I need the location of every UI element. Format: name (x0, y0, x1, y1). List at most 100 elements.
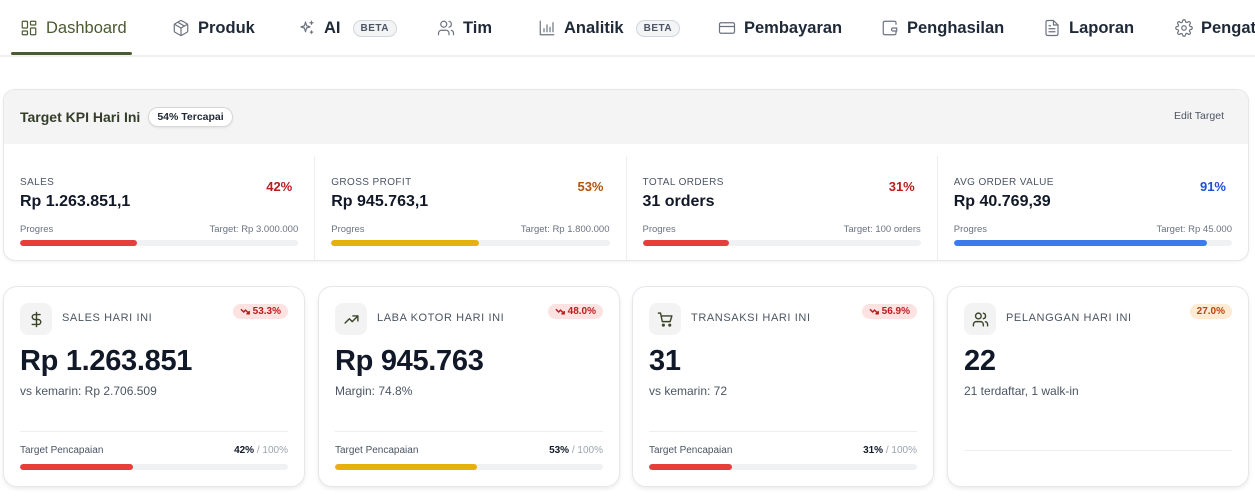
target-value: 31% / 100% (863, 445, 917, 456)
target-value: 42% / 100% (234, 445, 288, 456)
nav-tab-produk[interactable]: Produk (172, 0, 255, 56)
kpi-value: Rp 1.263.851,1 (20, 193, 131, 210)
delta-badge: 27.0% (1189, 304, 1232, 319)
file-text-icon (1045, 19, 1059, 37)
progress-bar (20, 240, 299, 246)
target-value: 53% / 100% (549, 445, 603, 456)
nav-label: Penghasilan (907, 18, 1005, 37)
kpi-header: Target KPI Hari Ini 54% Tercapai Edit Ta… (4, 90, 1248, 144)
progress-fill (642, 240, 729, 246)
progress-bar (649, 464, 917, 470)
delta-value: 56.9% (881, 306, 910, 317)
kpi-metric-avg-order-value: AVG ORDER VALUE 91% Rp 40.769,39 Progres… (938, 156, 1248, 260)
card-label: SALES HARI INI (62, 312, 153, 324)
target-label: Target Pencapaian (20, 445, 104, 456)
active-tab-indicator (11, 52, 132, 55)
progress-label: Progres (20, 224, 54, 235)
nav-tab-pengaturan[interactable]: Pengaturan (1175, 0, 1255, 56)
kpi-value: Rp 945.763,1 (331, 193, 429, 210)
card-value: Rp 1.263.851 (20, 345, 193, 377)
edit-target-button[interactable]: Edit Target (1173, 110, 1224, 122)
nav-tab-tim[interactable]: Tim (437, 0, 492, 56)
kpi-title: Target KPI Hari Ini (20, 109, 141, 125)
dollar-icon (31, 311, 41, 327)
card-subtext: vs kemarin: Rp 2.706.509 (20, 384, 157, 398)
target-label: Target Pencapaian (649, 445, 733, 456)
nav-label: Tim (463, 18, 493, 37)
nav-tab-dashboard[interactable]: Dashboard (20, 0, 127, 56)
progress-fill (649, 464, 733, 470)
trending-down-icon (240, 308, 250, 315)
nav-tab-ai[interactable]: AI BETA (298, 0, 397, 56)
nav-tab-penghasilan[interactable]: Penghasilan (881, 0, 1004, 56)
beta-badge: BETA (352, 19, 397, 37)
progress-bar (331, 240, 610, 246)
divider (335, 431, 603, 432)
target-percent: 42% (234, 445, 255, 456)
delta-value: 48.0% (567, 306, 596, 317)
card-label: LABA KOTOR HARI INI (377, 312, 505, 324)
delta-value: 53.3% (252, 306, 281, 317)
target-max: / 100% (254, 445, 288, 456)
progress-fill (953, 240, 1207, 246)
card-subtext: Margin: 74.8% (335, 384, 413, 398)
progress-bar (335, 464, 603, 470)
kpi-metric-total-orders: TOTAL ORDERS 31% 31 orders Progres Targe… (627, 156, 938, 260)
card-subtext: vs kemarin: 72 (649, 384, 728, 398)
nav-tab-pembayaran[interactable]: Pembayaran (718, 0, 842, 56)
card-label: PELANGGAN HARI INI (1006, 312, 1132, 324)
delta-badge: 53.3% (232, 304, 288, 319)
progress-bar (642, 240, 921, 246)
progress-label: Progres (642, 224, 676, 235)
kpi-percent: 53% (577, 179, 604, 194)
cart-icon (657, 311, 673, 327)
target-percent: 53% (549, 445, 570, 456)
progress-label: Progres (331, 224, 365, 235)
target-label: Target Pencapaian (335, 445, 419, 456)
divider (20, 431, 288, 432)
target-percent: 31% (863, 445, 884, 456)
divider (964, 450, 1232, 451)
target-max: / 100% (569, 445, 603, 456)
kpi-metric-sales: SALES 42% Rp 1.263.851,1 Progres Target:… (4, 156, 316, 260)
kpi-achieved-badge: 54% Tercapai (148, 107, 233, 127)
kpi-label: GROSS PROFIT (331, 177, 412, 188)
nav-tab-laporan[interactable]: Laporan (1043, 0, 1134, 56)
gear-icon (1175, 19, 1193, 37)
nav-label: Laporan (1069, 18, 1135, 37)
kpi-target: Target: 100 orders (843, 224, 921, 235)
stat-card-transactions: TRANSAKSI HARI INI 56.9% 31 vs kemarin: … (632, 286, 934, 487)
stat-card-gross-profit: LABA KOTOR HARI INI 48.0% Rp 945.763 Mar… (318, 286, 620, 487)
target-max: / 100% (883, 445, 917, 456)
delta-badge: 48.0% (547, 304, 603, 319)
progress-bar (953, 240, 1232, 246)
kpi-target: Target: Rp 45.000 (1156, 224, 1232, 235)
kpi-metric-gross-profit: GROSS PROFIT 53% Rp 945.763,1 Progres Ta… (315, 156, 627, 260)
trending-down-icon (555, 308, 565, 315)
nav-label: Produk (198, 18, 255, 37)
delta-badge: 56.9% (861, 304, 917, 319)
trending-down-icon (869, 308, 879, 315)
kpi-target: Target: Rp 1.800.000 (520, 224, 610, 235)
trending-up-icon (343, 314, 359, 324)
card-label: TRANSAKSI HARI INI (691, 312, 811, 324)
kpi-percent: 91% (1199, 179, 1226, 194)
nav-label: Pengaturan (1201, 18, 1255, 37)
kpi-label: AVG ORDER VALUE (953, 177, 1054, 188)
nav-label: Analitik (564, 18, 624, 37)
icon-box (20, 303, 52, 335)
icon-box (335, 303, 367, 335)
kpi-label: TOTAL ORDERS (642, 177, 724, 188)
kpi-value: Rp 40.769,39 (953, 193, 1051, 210)
divider (649, 431, 917, 432)
kpi-percent: 31% (888, 179, 915, 194)
users-icon (437, 20, 455, 36)
sparkles-icon (300, 20, 314, 34)
stat-card-sales: SALES HARI INI 53.3% Rp 1.263.851 vs kem… (3, 286, 305, 487)
nav-tab-analitik[interactable]: Analitik BETA (538, 0, 681, 56)
nav-label: AI (324, 18, 341, 37)
delta-value: 27.0% (1196, 306, 1225, 317)
kpi-label: SALES (20, 177, 55, 188)
grid-icon (21, 20, 37, 36)
box-icon (173, 19, 189, 37)
